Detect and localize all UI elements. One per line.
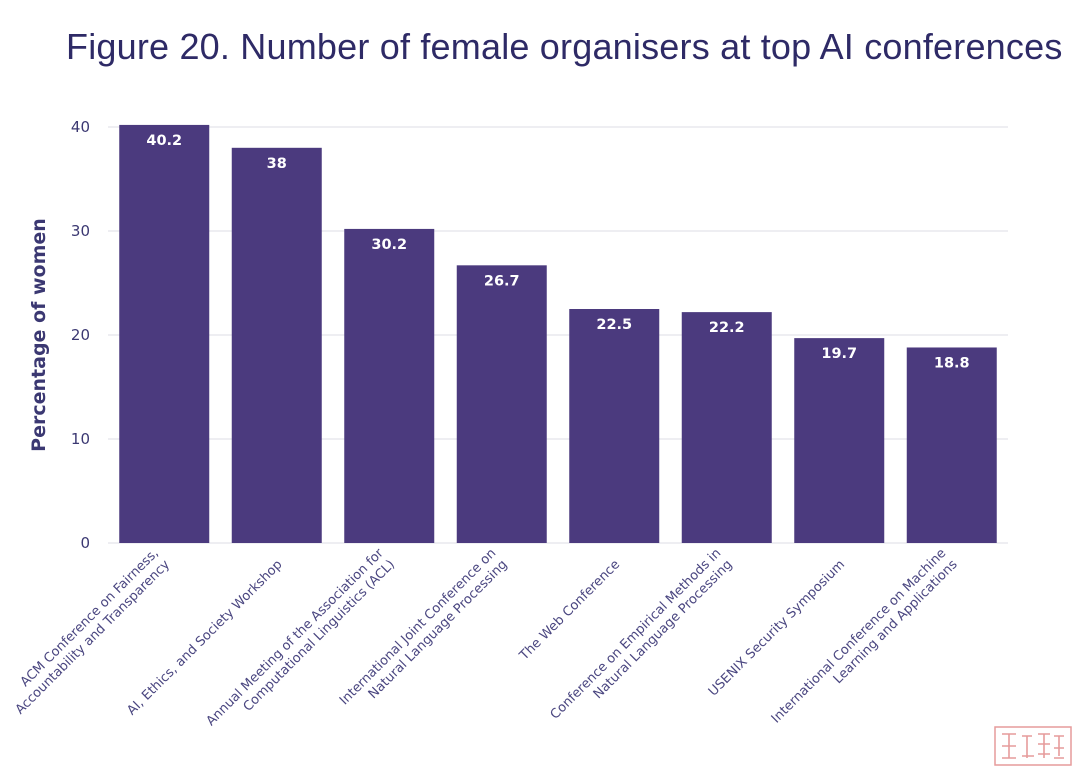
y-tick-label: 40 bbox=[71, 118, 90, 136]
bar bbox=[906, 347, 997, 543]
bar-value-label: 38 bbox=[267, 156, 287, 172]
x-tick-label-line: ACM Conference on Fairness, bbox=[18, 546, 162, 690]
y-axis-label: Percentage of women bbox=[28, 218, 50, 452]
bar bbox=[681, 312, 772, 543]
x-tick-label: Conference on Empirical Methods inNatura… bbox=[548, 546, 736, 723]
x-tick-label-line: International Conference on Machine bbox=[769, 546, 950, 727]
bar-value-label: 40.2 bbox=[146, 133, 182, 149]
bar-value-label: 30.2 bbox=[371, 237, 407, 253]
y-tick-label: 10 bbox=[71, 430, 90, 448]
bar-value-label: 22.5 bbox=[596, 317, 632, 333]
bar-value-label: 26.7 bbox=[484, 273, 520, 289]
bar-labels: 40.2 38 30.2 26.7 22.5 22.2 19.7 18.8 bbox=[146, 133, 969, 372]
x-tick-label-line: Learning and Applications bbox=[831, 557, 961, 687]
x-axis-ticks: ACM Conference on Fairness,Accountabilit… bbox=[13, 545, 961, 729]
bar bbox=[456, 265, 547, 543]
y-tick-label: 0 bbox=[80, 534, 90, 552]
y-tick-label: 30 bbox=[71, 222, 90, 240]
bar bbox=[344, 228, 435, 544]
bar bbox=[231, 147, 322, 544]
x-tick-label: Annual Meeting of the Association forCom… bbox=[204, 545, 398, 729]
bar bbox=[794, 338, 885, 543]
x-tick-label-line: Conference on Empirical Methods in bbox=[548, 546, 725, 723]
bars bbox=[119, 124, 997, 544]
bar-value-label: 19.7 bbox=[821, 346, 857, 362]
watermark-stamp bbox=[994, 726, 1072, 766]
x-tick-label-line: Annual Meeting of the Association for bbox=[204, 545, 388, 729]
x-tick-label: International Conference on MachineLearn… bbox=[769, 546, 961, 727]
y-tick-label: 20 bbox=[71, 326, 90, 344]
bar-value-label: 22.2 bbox=[709, 320, 745, 336]
bar-value-label: 18.8 bbox=[934, 355, 970, 371]
x-tick-label: The Web Conference bbox=[516, 557, 623, 664]
y-axis-ticks: 0 10 20 30 40 bbox=[71, 118, 90, 552]
bar bbox=[569, 309, 660, 543]
chart-title: Figure 20. Number of female organisers a… bbox=[66, 26, 1063, 67]
x-tick-label-line: The Web Conference bbox=[516, 557, 623, 664]
x-tick-label-line: Natural Language Processing bbox=[366, 557, 511, 702]
bar bbox=[119, 124, 210, 544]
